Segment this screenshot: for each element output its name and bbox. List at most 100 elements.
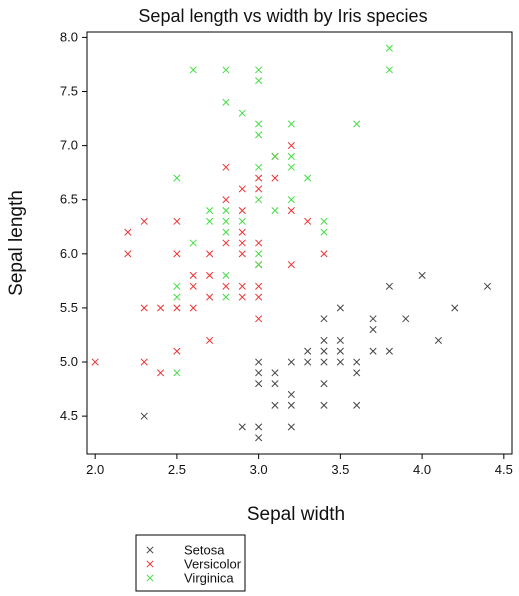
data-point	[287, 152, 295, 160]
data-point	[173, 282, 181, 290]
data-point	[271, 380, 279, 388]
data-point	[124, 250, 132, 258]
data-point	[157, 304, 165, 312]
data-point	[271, 369, 279, 377]
x-tick-label: 4.0	[413, 462, 431, 477]
data-point	[320, 228, 328, 236]
data-point	[255, 315, 263, 323]
data-point	[173, 174, 181, 182]
data-point	[320, 347, 328, 355]
data-point	[304, 174, 312, 182]
data-point	[287, 163, 295, 171]
data-point	[451, 304, 459, 312]
plot-area	[86, 31, 513, 455]
data-point	[287, 196, 295, 204]
data-point	[385, 282, 393, 290]
data-point	[287, 206, 295, 215]
data-point	[353, 358, 361, 366]
x-axis-label: Sepal width	[247, 504, 345, 525]
data-point	[287, 358, 295, 366]
data-point	[222, 66, 230, 74]
data-point	[206, 217, 214, 225]
y-axis-ticks: 4.5 5.0 5.5 6.0 6.5 7.0 7.5 8.0	[60, 29, 87, 423]
data-point	[222, 196, 230, 204]
data-point	[304, 347, 312, 355]
data-point	[206, 293, 214, 301]
legend-marker	[146, 574, 154, 582]
data-point	[238, 239, 246, 247]
data-point	[124, 228, 132, 236]
x-tick-label: 2.5	[168, 462, 186, 477]
data-point	[238, 228, 246, 236]
data-point	[222, 282, 230, 290]
legend-label: Versicolor	[184, 557, 242, 572]
data-point	[369, 326, 377, 334]
data-point	[255, 434, 263, 442]
data-point	[173, 347, 181, 355]
data-point	[238, 250, 246, 258]
data-point	[189, 66, 197, 74]
data-point	[287, 390, 295, 399]
data-point	[385, 44, 393, 52]
legend-box	[135, 534, 246, 592]
y-axis-label: Sepal length	[6, 190, 27, 296]
data-point	[271, 152, 279, 160]
y-tick-label: 6.0	[60, 246, 78, 261]
y-tick-label: 4.5	[60, 408, 78, 423]
data-point	[222, 206, 230, 215]
data-point	[320, 217, 328, 225]
data-point	[304, 358, 312, 366]
data-point	[255, 293, 263, 301]
data-point	[238, 282, 246, 290]
data-point	[255, 239, 263, 247]
data-point	[238, 206, 246, 215]
data-point	[255, 120, 263, 128]
data-point	[287, 423, 295, 431]
legend-marker	[146, 546, 154, 554]
data-point	[238, 423, 246, 431]
data-point	[222, 98, 230, 106]
data-point	[255, 174, 263, 182]
data-point	[189, 304, 197, 312]
data-point	[173, 250, 181, 258]
data-point	[255, 250, 263, 258]
legend-label: Virginica	[184, 571, 234, 586]
data-point	[140, 217, 148, 225]
x-tick-label: 3.0	[250, 462, 268, 477]
data-point	[238, 293, 246, 301]
data-point	[320, 250, 328, 258]
data-point	[271, 401, 279, 409]
data-point	[238, 185, 246, 193]
data-point	[222, 228, 230, 236]
data-point	[255, 66, 263, 74]
data-points	[91, 44, 492, 442]
data-point	[140, 304, 148, 312]
data-point	[238, 109, 246, 117]
y-tick-label: 7.0	[60, 138, 78, 153]
data-point	[271, 206, 279, 215]
data-point	[255, 380, 263, 388]
data-point	[255, 358, 263, 366]
data-point	[222, 163, 230, 171]
data-point	[222, 293, 230, 301]
data-point	[173, 304, 181, 312]
data-point	[287, 401, 295, 409]
data-point	[320, 336, 328, 344]
data-point	[222, 239, 230, 247]
x-tick-label: 3.5	[331, 462, 349, 477]
data-point	[173, 369, 181, 377]
data-point	[222, 271, 230, 280]
data-point	[238, 217, 246, 225]
data-point	[255, 261, 263, 269]
y-tick-label: 5.5	[60, 300, 78, 315]
data-point	[91, 358, 99, 366]
data-point	[206, 206, 214, 215]
data-point	[434, 336, 442, 344]
data-point	[206, 271, 214, 280]
data-point	[271, 174, 279, 182]
data-point	[206, 336, 214, 344]
chart-title: Sepal length vs width by Iris species	[138, 6, 427, 26]
data-point	[353, 401, 361, 409]
data-point	[173, 293, 181, 301]
